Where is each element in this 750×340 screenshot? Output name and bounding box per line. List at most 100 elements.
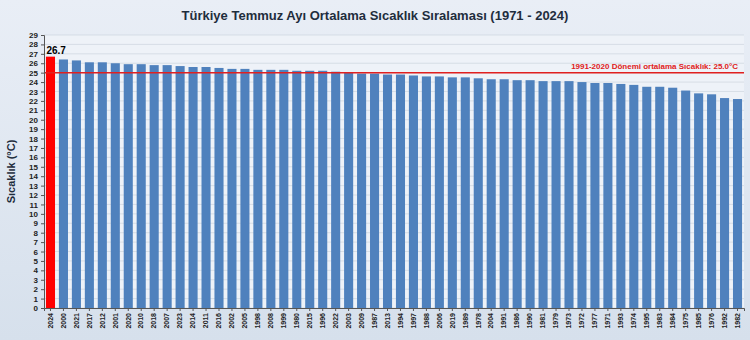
bar	[642, 87, 651, 308]
grid	[44, 35, 744, 308]
x-tick: 2011	[202, 308, 209, 328]
x-tick: 1989	[462, 308, 469, 329]
x-tick: 1975	[682, 308, 689, 329]
y-tick-label: 20	[29, 116, 38, 125]
y-tick: 14	[29, 172, 44, 181]
x-tick-label: 2014	[189, 313, 196, 329]
x-tick: 2024	[47, 308, 54, 329]
y-tick-mark	[41, 73, 44, 74]
x-tick: 1986	[513, 308, 520, 329]
bar	[357, 74, 366, 308]
x-tick: 2010	[137, 308, 144, 329]
y-tick-mark	[41, 204, 44, 205]
x-tick: 1977	[591, 308, 598, 329]
x-tick: 1972	[578, 308, 585, 329]
bar	[577, 82, 586, 308]
x-tick-mark	[193, 308, 194, 311]
x-tick-mark	[102, 308, 103, 311]
y-tick-mark	[41, 110, 44, 111]
x-tick-mark	[348, 308, 349, 311]
x-tick-label: 1974	[630, 313, 637, 329]
grid-line	[44, 232, 744, 233]
x-tick-label: 2022	[332, 313, 339, 329]
x-tick: 1982	[734, 308, 741, 329]
plot-background	[44, 35, 744, 308]
x-tick-label: 1997	[410, 313, 417, 329]
x-tick: 2004	[487, 308, 494, 329]
y-tick-mark	[41, 148, 44, 149]
y-tick-mark	[41, 214, 44, 215]
x-tick: 1980	[293, 308, 300, 329]
y-tick: 9	[34, 219, 44, 228]
y-tick-label: 9	[34, 219, 39, 228]
bar	[694, 93, 703, 308]
bar	[253, 70, 262, 308]
x-tick-label: 1972	[578, 313, 585, 329]
x-tick: 1990	[526, 308, 533, 329]
x-tick: 2014	[189, 308, 196, 329]
bar	[526, 80, 535, 308]
y-tick-label: 18	[29, 135, 38, 144]
x-tick-label: 2002	[228, 313, 235, 329]
x-tick: 1993	[617, 308, 624, 329]
x-tick-mark	[270, 308, 271, 311]
y-tick: 5	[34, 257, 44, 266]
bar	[539, 81, 548, 308]
y-tick-label: 26	[29, 59, 38, 68]
bars	[44, 57, 744, 308]
x-tick-mark	[76, 308, 77, 311]
x-tick-mark	[296, 308, 297, 311]
x-tick-label: 2010	[137, 313, 144, 329]
bar	[318, 71, 327, 308]
y-tick-label: 12	[29, 191, 38, 200]
x-tick: 2001	[112, 308, 119, 329]
x-tick-label: 2015	[306, 313, 313, 329]
grid-line	[44, 185, 744, 186]
x-tick: 2012	[99, 308, 106, 329]
x-tick-label: 2018	[150, 313, 157, 329]
x-tick-label: 2020	[124, 313, 131, 329]
y-tick-label: 25	[29, 69, 38, 78]
x-tick-label: 1977	[591, 313, 598, 329]
y-tick-label: 21	[29, 106, 38, 115]
x-tick-label: 2009	[358, 313, 365, 329]
y-tick: 24	[29, 78, 44, 87]
grid-line	[44, 279, 744, 280]
x-tick-mark	[413, 308, 414, 311]
grid-line	[44, 242, 744, 243]
x-tick-label: 1996	[319, 313, 326, 329]
x-tick-label: 2004	[487, 313, 494, 329]
x-tick-mark	[128, 308, 129, 311]
x-tick: 1994	[397, 308, 404, 329]
y-tick-mark	[41, 101, 44, 102]
grid-line	[44, 223, 744, 224]
x-tick-mark	[646, 308, 647, 311]
bar	[552, 81, 561, 308]
x-tick: 2013	[384, 308, 391, 329]
x-tick-label: 1984	[669, 313, 676, 329]
y-tick-mark	[41, 186, 44, 187]
x-tick-mark	[141, 308, 142, 311]
x-tick-mark	[244, 308, 245, 311]
y-tick-label: 5	[34, 257, 39, 266]
y-tick: 0	[34, 304, 44, 313]
x-tick-mark	[685, 308, 686, 311]
x-tick-label: 1973	[565, 313, 572, 329]
x-tick: 1971	[604, 308, 611, 329]
data-labels: 26.7	[46, 45, 66, 56]
x-tick: 2000	[60, 308, 67, 329]
x-tick-mark	[452, 308, 453, 311]
x-tick-mark	[309, 308, 310, 311]
x-tick-label: 1980	[293, 313, 300, 329]
grid-line	[44, 119, 744, 120]
x-tick-label: 1983	[656, 313, 663, 329]
x-tick-mark	[672, 308, 673, 311]
chart: Türkiye Temmuz Ayı Ortalama Sıcaklık Sır…	[0, 0, 750, 340]
y-tick-mark	[41, 280, 44, 281]
bar	[59, 59, 68, 308]
annotations: 1991-2020 Dönemi ortalama Sıcaklık: 25.0…	[571, 62, 738, 71]
y-tick-label: 3	[34, 276, 39, 285]
x-tick: 2016	[215, 308, 222, 329]
x-tick-mark	[89, 308, 90, 311]
x-tick-label: 1987	[371, 313, 378, 329]
